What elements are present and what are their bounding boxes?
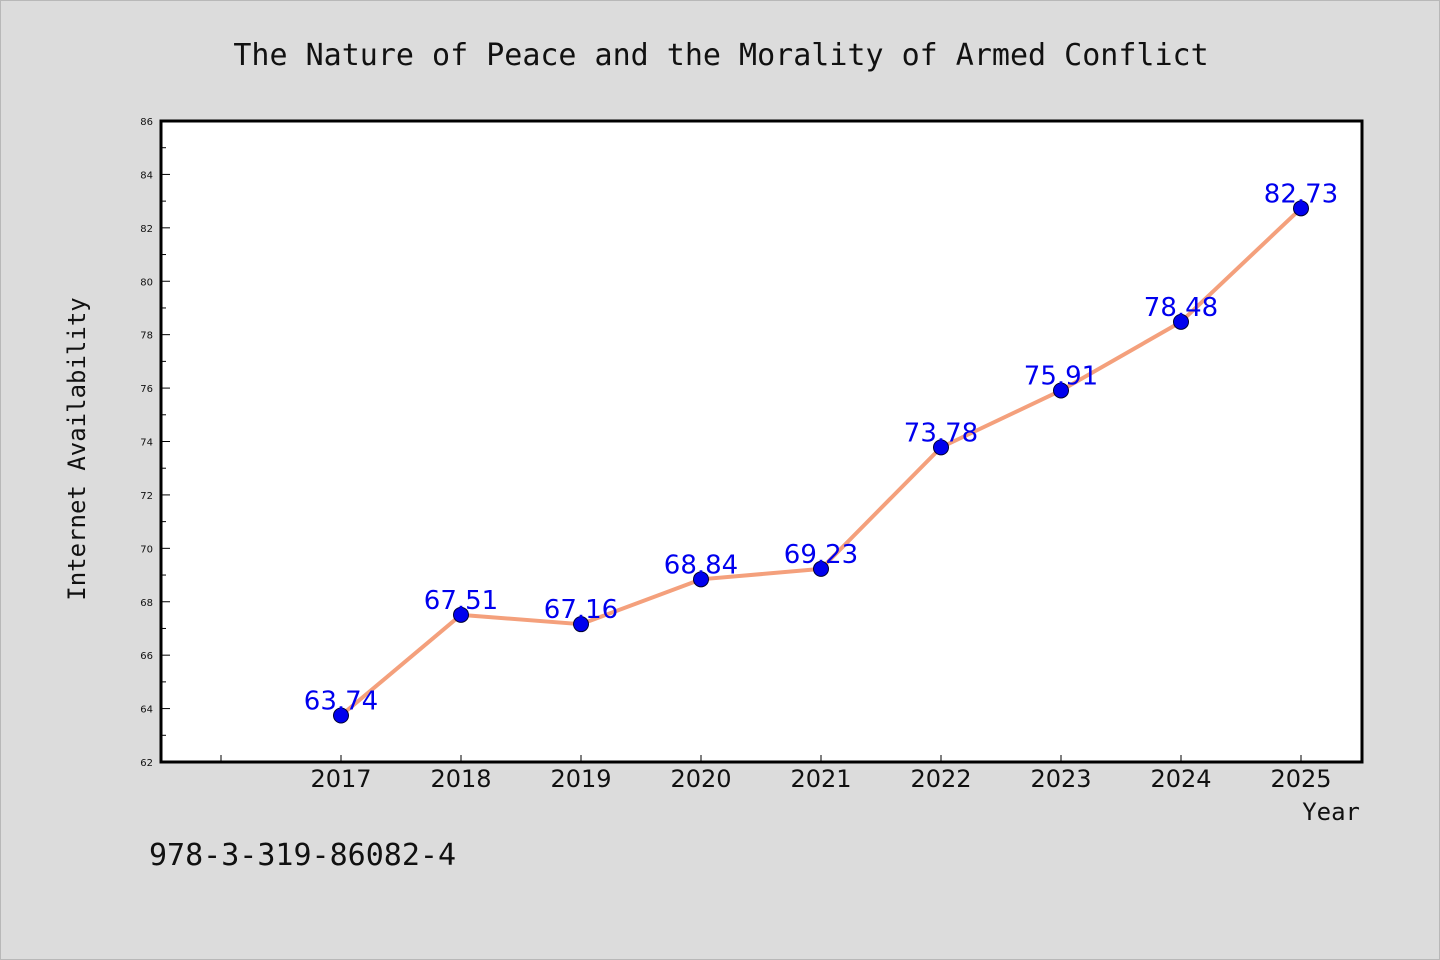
y-tick-label: 62	[140, 758, 153, 769]
y-tick-label: 68	[140, 598, 153, 609]
data-label: 78.48	[1144, 293, 1218, 323]
y-tick-label: 72	[140, 491, 153, 502]
plot-area	[159, 119, 1364, 764]
data-point	[453, 606, 469, 623]
y-axis-label: Internet Availability	[63, 297, 91, 600]
series-layer: 63.74 67.51 67.16 68.84 69.23 73.78 75.91 78.48…	[304, 179, 1338, 724]
y-tick-label: 80	[140, 277, 153, 288]
isbn-text: 978-3-319-86082-4	[149, 838, 456, 873]
y-tick-label: 74	[140, 438, 153, 449]
data-label: 82.73	[1264, 179, 1338, 209]
x-tick-label: 2020	[670, 765, 731, 793]
x-tick-label: 2018	[430, 765, 491, 793]
data-label: 67.51	[424, 586, 498, 616]
chart-title: The Nature of Peace and the Morality of …	[233, 38, 1208, 73]
data-label: 68.84	[664, 550, 738, 580]
data-label: 67.16	[544, 595, 618, 625]
x-tick-label: 2024	[1150, 765, 1211, 793]
y-tick-label: 66	[140, 651, 153, 662]
data-point	[1053, 382, 1069, 399]
x-tick-label: 2022	[910, 765, 971, 793]
x-tick-label: 2017	[310, 765, 371, 793]
x-tick-label: 2019	[550, 765, 611, 793]
y-tick-label: 86	[140, 117, 153, 128]
data-point	[333, 707, 349, 724]
y-tick-label: 82	[140, 224, 153, 235]
y-tick-label: 76	[140, 384, 153, 395]
data-label: 69.23	[784, 540, 858, 570]
data-point	[813, 560, 829, 577]
data-point	[1173, 313, 1189, 330]
x-tick-label: 2023	[1030, 765, 1091, 793]
data-point	[573, 616, 589, 633]
y-axis: 62 64 66 68 70 72 74 76 78 80 82 84 86	[140, 117, 170, 769]
data-label: 63.74	[304, 687, 378, 717]
y-tick-label: 64	[140, 705, 153, 716]
data-point	[933, 439, 949, 456]
data-label: 75.91	[1024, 361, 1098, 391]
x-tick-label: 2025	[1270, 765, 1331, 793]
data-point	[1293, 200, 1309, 217]
data-point	[693, 571, 709, 588]
data-label: 73.78	[904, 418, 978, 448]
x-tick-label: 2021	[790, 765, 851, 793]
y-tick-label: 70	[140, 544, 153, 555]
x-axis: 2017 2018 2019 2020 2021 2022 2023 2024 2025	[220, 755, 1332, 793]
y-tick-label: 78	[140, 331, 153, 342]
y-tick-label: 84	[140, 170, 153, 181]
x-axis-label: Year	[1302, 798, 1360, 826]
